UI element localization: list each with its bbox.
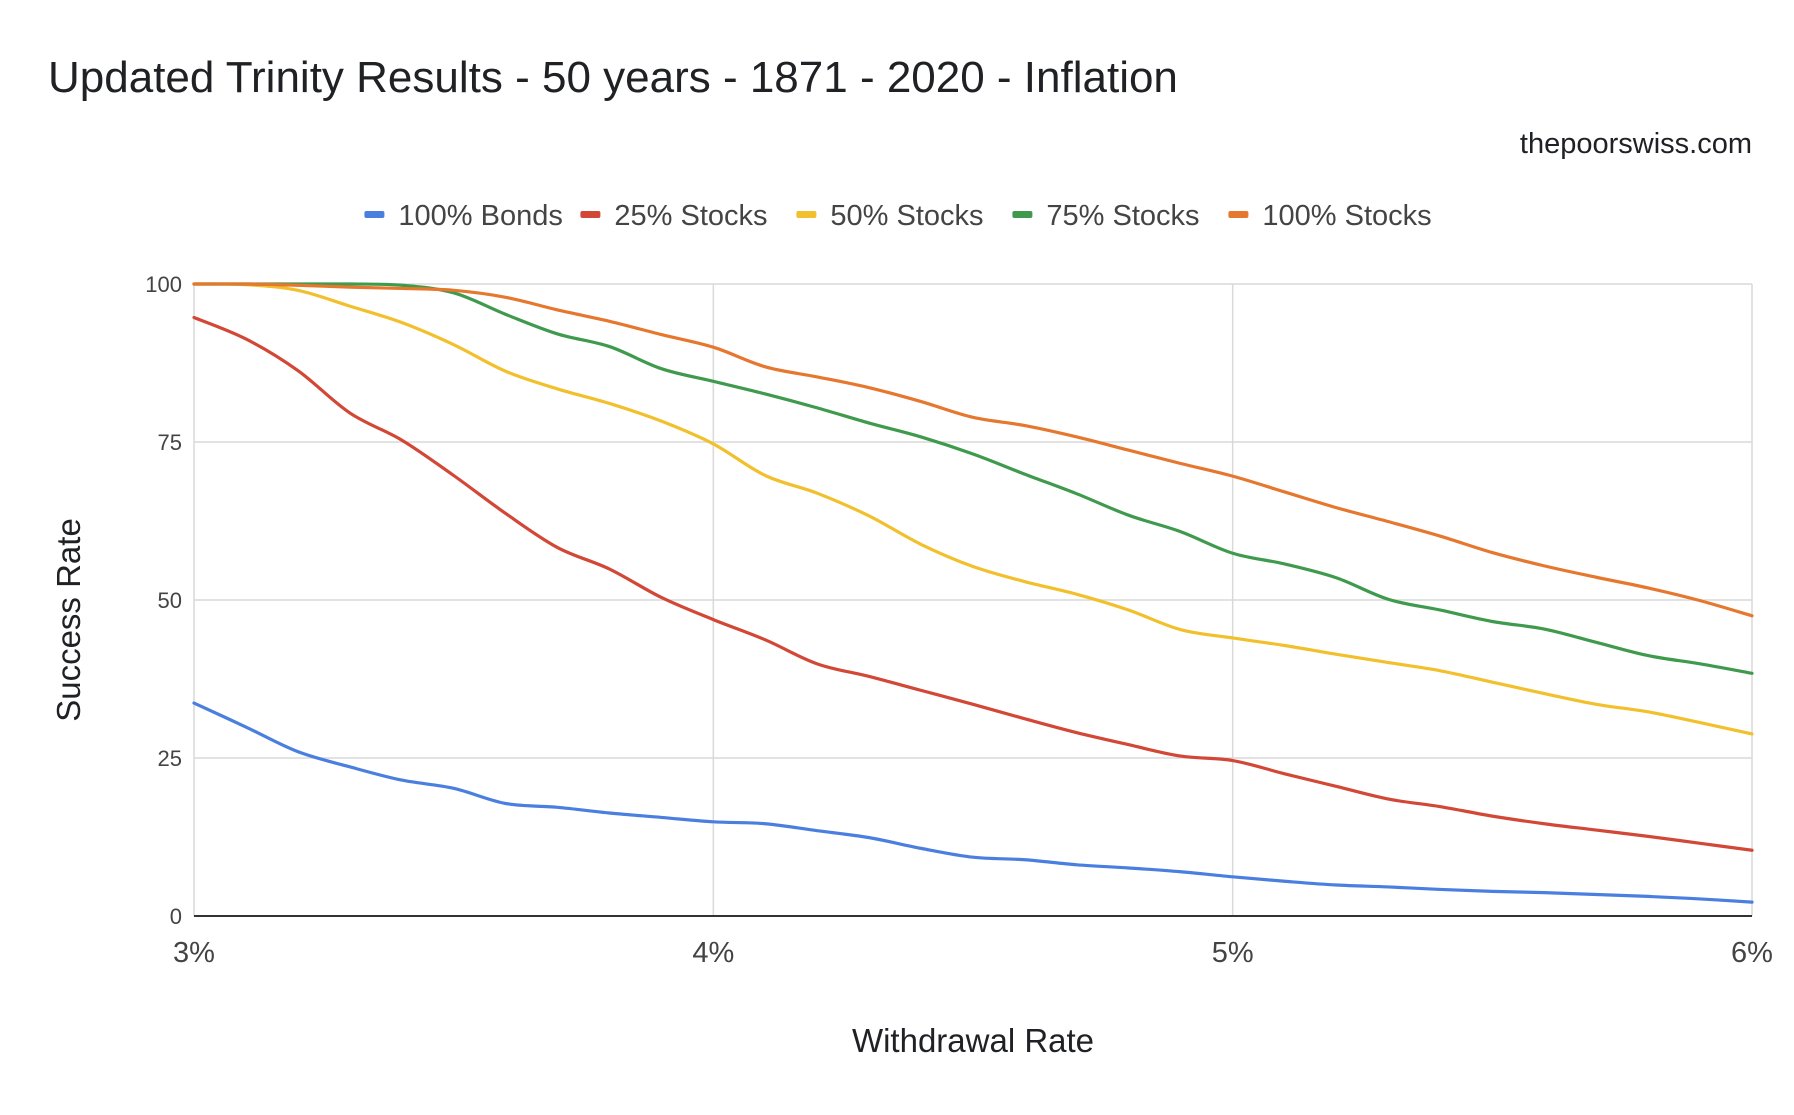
series-line-25-stocks-pct — [192, 315, 1754, 852]
series-line-75-stocks-pct — [192, 282, 1754, 675]
chart-series-lines — [192, 282, 1754, 904]
x-axis-label: Withdrawal Rate — [852, 1022, 1094, 1059]
legend-item: 50% Stocks — [796, 200, 984, 232]
legend-swatch — [364, 211, 385, 218]
x-tick-label: 6% — [1731, 937, 1773, 969]
chart-legend: 100% Bonds 25% Stocks 50% Stocks 75% Stocks… — [364, 200, 1432, 232]
chart-title: Updated Trinity Results - 50 years - 187… — [48, 53, 1178, 102]
legend-label: 50% Stocks — [830, 200, 983, 232]
chart-gridlines — [193, 283, 1753, 916]
y-tick-label: 75 — [158, 430, 182, 455]
series-line-100-stocks-pct — [192, 282, 1754, 618]
y-tick-label: 25 — [158, 746, 182, 771]
x-axis-ticks: 3% 4% 5% 6% — [173, 937, 1773, 969]
legend-label: 75% Stocks — [1046, 200, 1199, 232]
legend-swatch — [1228, 211, 1249, 218]
site-credit: thepoorswiss.com — [1520, 128, 1752, 160]
x-tick-label: 3% — [173, 937, 215, 969]
legend-label: 100% Stocks — [1262, 200, 1431, 232]
series-line-50-stocks-pct — [192, 282, 1754, 736]
y-axis-label: Success Rate — [50, 518, 87, 722]
legend-item: 25% Stocks — [580, 200, 768, 232]
y-tick-label: 50 — [158, 588, 182, 613]
legend-item: 100% Bonds — [364, 200, 563, 232]
legend-swatch — [580, 211, 601, 218]
y-axis-ticks: 0 25 50 75 100 — [145, 272, 182, 929]
legend-label: 100% Bonds — [398, 200, 562, 232]
y-tick-label: 100 — [145, 272, 182, 297]
y-tick-label: 0 — [170, 904, 182, 929]
series-line-100-bonds-pct — [192, 701, 1754, 904]
legend-item: 75% Stocks — [1012, 200, 1200, 232]
x-tick-label: 4% — [692, 937, 734, 969]
legend-swatch — [1012, 211, 1033, 218]
legend-swatch — [796, 211, 817, 218]
x-tick-label: 5% — [1212, 937, 1254, 969]
legend-label: 25% Stocks — [614, 200, 767, 232]
legend-item: 100% Stocks — [1228, 200, 1432, 232]
